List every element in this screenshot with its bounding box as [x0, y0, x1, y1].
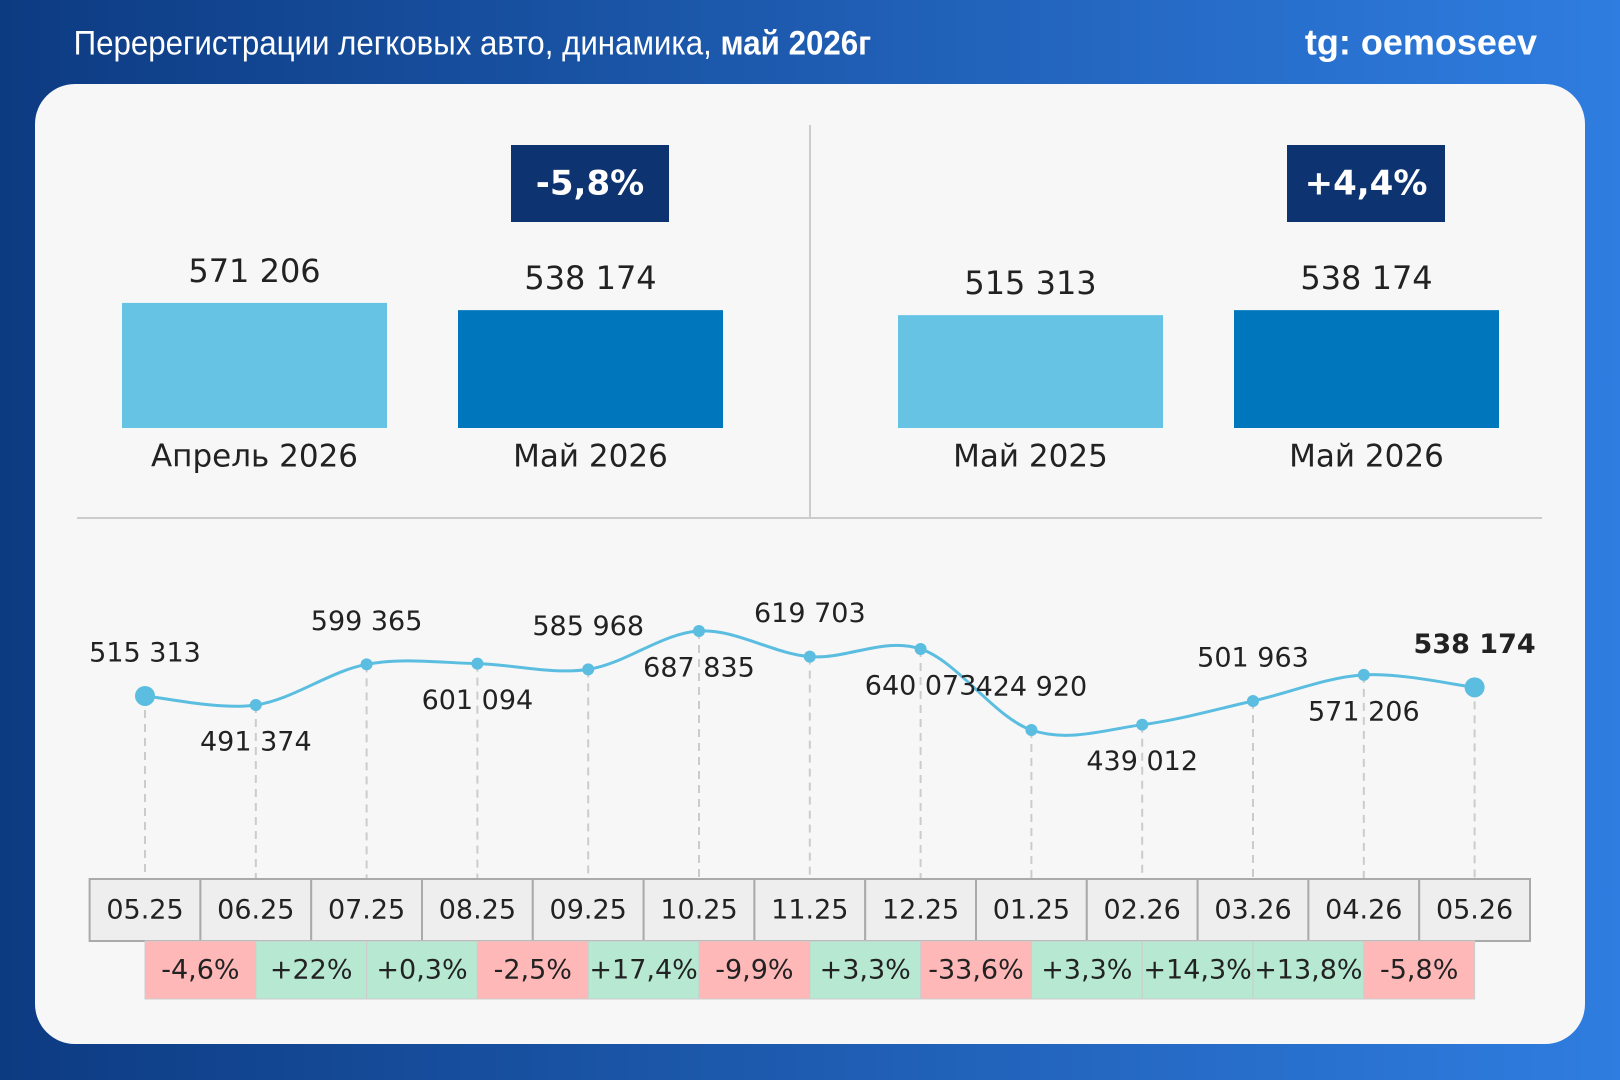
- point: [693, 625, 705, 637]
- point: [249, 698, 262, 711]
- change-label: -9,9%: [715, 955, 793, 986]
- change-cell: [476, 940, 589, 1000]
- title-text: Перерегистрации легковых авто, динамика,: [74, 23, 712, 62]
- point: [803, 650, 816, 663]
- handle: tg: oemoseev: [1305, 22, 1537, 63]
- value-label: 538 174: [1300, 259, 1432, 297]
- change-cell: [587, 940, 700, 1000]
- point: [471, 657, 484, 670]
- bar: [898, 315, 1163, 428]
- point: [1464, 677, 1485, 698]
- change-cell: [366, 940, 478, 1000]
- bar: [458, 310, 723, 428]
- badge-label: +4,4%: [1305, 164, 1428, 204]
- badge: [1287, 145, 1445, 222]
- month-label: 11.25: [771, 895, 848, 926]
- month-cell: [1196, 878, 1310, 942]
- bar: [1234, 310, 1499, 428]
- month-label: 03.26: [1214, 895, 1291, 926]
- badge-label: -5,8%: [536, 164, 644, 204]
- change-label: +0,3%: [376, 955, 467, 986]
- month-label: 04.26: [1325, 895, 1402, 926]
- month-label: 12.25: [882, 895, 959, 926]
- point: [360, 658, 373, 671]
- change-cell: [1030, 940, 1143, 1000]
- category-label: Май 2026: [513, 439, 668, 475]
- month-label: 05.25: [106, 895, 183, 926]
- value-label: 439 012: [1086, 746, 1198, 777]
- title: Перерегистрации легковых авто, динамика,…: [74, 23, 872, 62]
- month-cell: [864, 878, 978, 942]
- point: [914, 642, 927, 655]
- change-cell: [698, 940, 811, 1000]
- month-label: 05.26: [1436, 895, 1513, 926]
- value-label: 424 920: [976, 672, 1088, 703]
- change-label: +13,8%: [1254, 955, 1362, 986]
- value-label: 491 374: [200, 726, 312, 757]
- change-cell: [1252, 940, 1365, 1000]
- change-cell: [809, 940, 922, 1000]
- value-label: 619 703: [754, 598, 866, 629]
- change-cell: [920, 940, 1032, 1000]
- month-label: 01.25: [993, 895, 1070, 926]
- month-label: 09.25: [550, 895, 627, 926]
- change-label: +22%: [270, 955, 353, 986]
- value-label: 515 313: [89, 637, 201, 668]
- change-label: -2,5%: [494, 955, 572, 986]
- change-label: -5,8%: [1380, 955, 1458, 986]
- month-cell: [421, 878, 534, 942]
- bar: [122, 302, 387, 428]
- point: [1357, 668, 1370, 681]
- card: [35, 84, 1585, 1044]
- change-label: +14,3%: [1143, 955, 1251, 986]
- point: [135, 685, 155, 706]
- value-label: 640 073: [865, 670, 977, 701]
- category-label: Апрель 2026: [151, 439, 358, 475]
- change-label: +3,3%: [1041, 955, 1132, 986]
- value-label: 515 313: [964, 264, 1096, 302]
- month-label: 06.25: [217, 895, 294, 926]
- badge: [511, 145, 669, 222]
- month-cell: [310, 878, 424, 942]
- month-cell: [531, 878, 645, 942]
- category-label: Май 2025: [953, 439, 1108, 475]
- value-label: 501 963: [1197, 642, 1309, 673]
- change-cell: [1363, 940, 1476, 1000]
- month-cell: [1307, 878, 1421, 942]
- value-label: 571 206: [1308, 696, 1420, 727]
- change-cell: [144, 940, 257, 1000]
- month-label: 02.26: [1104, 895, 1181, 926]
- change-cell: [1141, 940, 1254, 1000]
- point: [582, 663, 595, 676]
- value-label: 571 206: [188, 252, 320, 290]
- month-label: 07.25: [328, 895, 405, 926]
- point: [1025, 724, 1038, 736]
- change-cell: [255, 940, 368, 1000]
- point: [1136, 718, 1149, 731]
- value-label: 687 835: [643, 653, 755, 684]
- value-label: 601 094: [422, 685, 534, 716]
- change-label: -33,6%: [928, 955, 1024, 986]
- month-label: 10.25: [660, 895, 737, 926]
- point: [1247, 694, 1259, 707]
- month-label: 08.25: [439, 895, 516, 926]
- value-label: 538 174: [524, 259, 656, 297]
- change-label: +3,3%: [820, 955, 911, 986]
- change-label: -4,6%: [161, 955, 239, 986]
- value-label: 599 365: [311, 606, 423, 637]
- title-emphasis: май 2026г: [721, 23, 872, 62]
- value-label: 538 174: [1414, 629, 1536, 660]
- value-label: 585 968: [532, 611, 644, 642]
- change-label: +17,4%: [589, 955, 697, 986]
- month-cell: [1418, 878, 1531, 942]
- category-label: Май 2026: [1289, 439, 1444, 475]
